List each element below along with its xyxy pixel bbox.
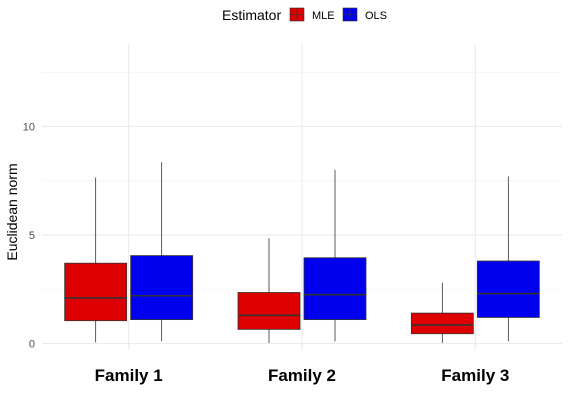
legend-label-mle: MLE: [312, 10, 335, 22]
y-axis-ticks: 0 5 10: [23, 121, 35, 350]
y-tick-label: 0: [29, 338, 35, 350]
y-tick-label: 5: [29, 230, 35, 242]
box-iqr: [64, 262, 128, 322]
box-mle-1: [64, 177, 128, 343]
legend-item-mle: MLE: [289, 7, 335, 22]
y-tick-label: 10: [23, 121, 35, 133]
x-tick-label: Family 3: [441, 366, 509, 385]
box-iqr: [410, 312, 474, 335]
box-ols-2: [303, 169, 367, 342]
grid: [42, 44, 562, 350]
legend-item-ols: OLS: [342, 7, 387, 22]
y-axis-title: Euclidean norm: [4, 163, 20, 260]
box-iqr: [237, 292, 301, 330]
box-iqr: [303, 257, 367, 321]
legend-label-ols: OLS: [365, 10, 387, 22]
legend-title: Estimator: [222, 7, 281, 23]
box-iqr: [130, 255, 194, 321]
x-axis-ticks: Family 1 Family 2 Family 3: [95, 366, 510, 385]
box-mle-3: [410, 282, 474, 343]
x-tick-label: Family 1: [95, 366, 163, 385]
box-mle-2: [237, 238, 301, 344]
legend: Estimator MLE OLS: [222, 7, 387, 23]
box-ols-3: [476, 176, 540, 342]
boxes: [64, 162, 540, 344]
box-ols-1: [130, 162, 194, 342]
box-iqr: [476, 260, 540, 318]
x-tick-label: Family 2: [268, 366, 336, 385]
